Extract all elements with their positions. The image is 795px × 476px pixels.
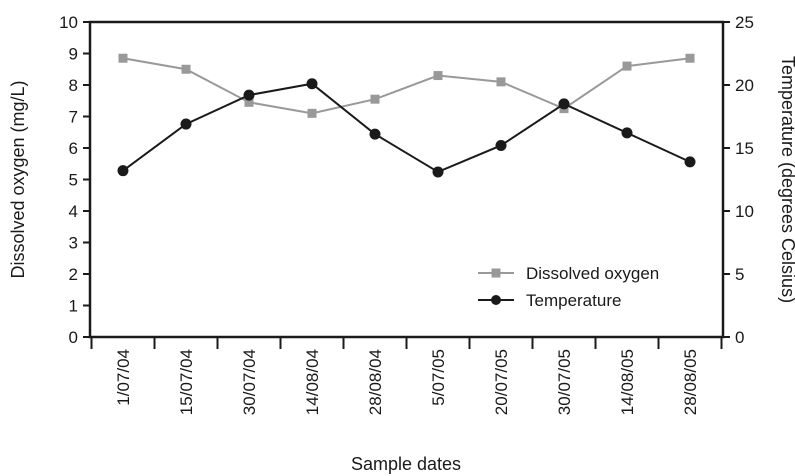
data-point-dissolved-oxygen <box>181 64 191 74</box>
left-tick-label: 10 <box>59 13 78 32</box>
data-point-temperature <box>621 127 633 139</box>
x-tick-label: 30/07/05 <box>555 349 574 415</box>
legend-label-temperature: Temperature <box>526 291 621 310</box>
data-point-temperature <box>243 89 255 101</box>
data-point-temperature <box>558 98 570 110</box>
right-axis-title: Temperature (degrees Celsius) <box>778 56 795 303</box>
right-tick-label: 5 <box>735 265 744 284</box>
left-tick-label: 7 <box>69 108 78 127</box>
x-tick-label: 14/08/05 <box>618 349 637 415</box>
left-y-axis: 0 1 2 3 4 5 6 7 8 9 10 <box>59 13 90 347</box>
data-point-dissolved-oxygen <box>433 71 443 81</box>
x-tick-label: 15/07/04 <box>177 349 196 415</box>
series-layer <box>117 53 696 178</box>
data-point-dissolved-oxygen <box>307 108 317 118</box>
data-point-temperature <box>117 165 129 177</box>
right-y-axis: 0 5 10 15 20 25 <box>723 13 754 347</box>
x-tick-label: 5/07/05 <box>429 349 448 406</box>
legend-marker-square <box>491 268 501 278</box>
data-point-dissolved-oxygen <box>244 97 254 107</box>
left-tick-label: 9 <box>69 45 78 64</box>
series-line-0 <box>122 57 691 115</box>
data-point-dissolved-oxygen <box>496 77 506 87</box>
x-axis: 1/07/04 15/07/04 30/07/04 14/08/04 28/08/04 5… <box>90 337 723 415</box>
right-tick-label: 25 <box>735 13 754 32</box>
x-tick-label: 28/08/05 <box>681 349 700 415</box>
x-tick-label: 14/08/04 <box>303 349 322 415</box>
left-tick-label: 8 <box>69 76 78 95</box>
left-tick-label: 4 <box>69 202 78 221</box>
data-point-temperature <box>684 156 696 168</box>
data-point-temperature <box>306 78 318 90</box>
right-tick-label: 15 <box>735 139 754 158</box>
right-tick-label: 0 <box>735 328 744 347</box>
legend: Dissolved oxygen Temperature <box>478 264 659 310</box>
data-point-dissolved-oxygen <box>622 61 632 71</box>
legend-label-dissolved-oxygen: Dissolved oxygen <box>526 264 659 283</box>
left-tick-label: 3 <box>69 234 78 253</box>
x-tick-label: 20/07/05 <box>492 349 511 415</box>
data-point-dissolved-oxygen <box>685 53 695 63</box>
left-tick-label: 1 <box>69 297 78 316</box>
data-point-temperature <box>495 139 507 151</box>
left-tick-label: 6 <box>69 139 78 158</box>
data-point-dissolved-oxygen <box>370 94 380 104</box>
data-point-temperature <box>369 128 381 140</box>
data-point-temperature <box>432 166 444 178</box>
x-tick-label: 30/07/04 <box>240 349 259 415</box>
left-tick-label: 5 <box>69 171 78 190</box>
series-line-1 <box>122 82 691 174</box>
x-axis-title: Sample dates <box>351 454 461 474</box>
x-tick-label: 28/08/04 <box>366 349 385 415</box>
data-point-temperature <box>180 118 192 130</box>
left-tick-label: 0 <box>69 328 78 347</box>
left-axis-title: Dissolved oxygen (mg/L) <box>8 80 28 278</box>
right-tick-label: 20 <box>735 76 754 95</box>
legend-marker-circle <box>491 295 501 305</box>
left-tick-label: 2 <box>69 265 78 284</box>
right-tick-label: 10 <box>735 202 754 221</box>
x-tick-label: 1/07/04 <box>114 349 133 406</box>
data-point-dissolved-oxygen <box>118 53 128 63</box>
